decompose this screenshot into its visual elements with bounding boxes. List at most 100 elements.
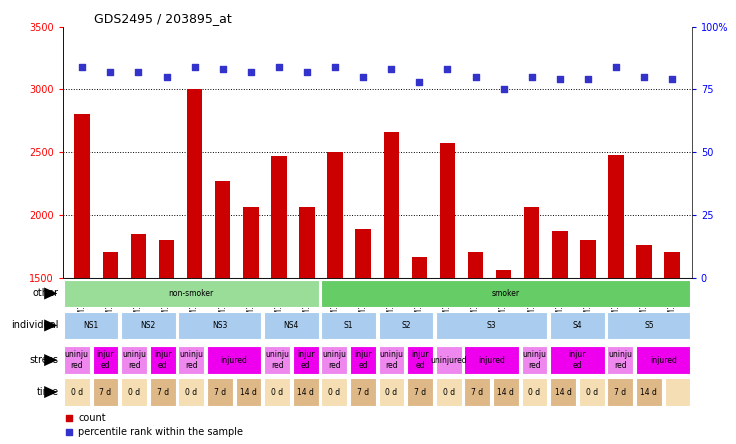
FancyBboxPatch shape — [551, 312, 604, 339]
FancyBboxPatch shape — [64, 378, 90, 406]
Text: uninju
red: uninju red — [65, 350, 89, 370]
Text: 7 d: 7 d — [615, 388, 626, 396]
FancyBboxPatch shape — [93, 378, 118, 406]
FancyBboxPatch shape — [436, 346, 461, 374]
FancyBboxPatch shape — [636, 346, 690, 374]
Point — [357, 73, 369, 80]
FancyBboxPatch shape — [178, 312, 261, 339]
Point — [638, 73, 650, 80]
Point — [666, 76, 678, 83]
Point — [610, 63, 622, 70]
FancyBboxPatch shape — [607, 346, 633, 374]
Text: 0 d: 0 d — [185, 388, 197, 396]
Text: stress: stress — [30, 355, 59, 365]
FancyBboxPatch shape — [578, 378, 604, 406]
Text: 14 d: 14 d — [555, 388, 572, 396]
Text: 14 d: 14 d — [240, 388, 257, 396]
Bar — [665, 253, 680, 278]
Polygon shape — [44, 319, 57, 332]
FancyBboxPatch shape — [522, 378, 548, 406]
Text: non-smoker: non-smoker — [169, 289, 214, 298]
Point — [329, 63, 341, 70]
Text: 14 d: 14 d — [640, 388, 657, 396]
Text: S5: S5 — [644, 321, 654, 330]
Text: NS4: NS4 — [283, 321, 299, 330]
FancyBboxPatch shape — [665, 378, 690, 406]
FancyBboxPatch shape — [350, 378, 376, 406]
FancyBboxPatch shape — [264, 312, 319, 339]
Point — [582, 76, 594, 83]
FancyBboxPatch shape — [64, 280, 319, 307]
FancyBboxPatch shape — [178, 346, 204, 374]
FancyBboxPatch shape — [436, 378, 461, 406]
Text: injured: injured — [650, 356, 676, 365]
FancyBboxPatch shape — [607, 378, 633, 406]
FancyBboxPatch shape — [407, 346, 433, 374]
Point — [554, 76, 566, 83]
Bar — [131, 234, 146, 278]
FancyBboxPatch shape — [322, 280, 690, 307]
Polygon shape — [44, 354, 57, 366]
Point — [160, 73, 172, 80]
FancyBboxPatch shape — [64, 312, 118, 339]
Text: 7 d: 7 d — [214, 388, 226, 396]
Text: count: count — [78, 413, 106, 423]
FancyBboxPatch shape — [322, 378, 347, 406]
Point — [386, 66, 397, 73]
Text: uninju
red: uninju red — [322, 350, 347, 370]
Text: NS1: NS1 — [84, 321, 99, 330]
FancyBboxPatch shape — [464, 378, 490, 406]
Text: 0 d: 0 d — [442, 388, 455, 396]
FancyBboxPatch shape — [407, 378, 433, 406]
Point — [63, 429, 75, 436]
FancyBboxPatch shape — [551, 346, 604, 374]
Bar — [608, 155, 623, 278]
Text: injur
ed: injur ed — [96, 350, 114, 370]
Text: 0 d: 0 d — [128, 388, 140, 396]
Bar — [102, 253, 118, 278]
Point — [526, 73, 537, 80]
FancyBboxPatch shape — [150, 346, 176, 374]
FancyBboxPatch shape — [150, 378, 176, 406]
Point — [470, 73, 481, 80]
Text: time: time — [37, 387, 59, 397]
Text: injur
ed: injur ed — [297, 350, 314, 370]
FancyBboxPatch shape — [293, 346, 319, 374]
Bar — [637, 245, 652, 278]
Text: NS3: NS3 — [212, 321, 227, 330]
FancyBboxPatch shape — [350, 346, 376, 374]
Text: uninju
red: uninju red — [122, 350, 146, 370]
Text: percentile rank within the sample: percentile rank within the sample — [78, 427, 244, 437]
Text: injur
ed: injur ed — [569, 350, 586, 370]
Point — [63, 414, 75, 421]
FancyBboxPatch shape — [522, 346, 548, 374]
Text: 0 d: 0 d — [328, 388, 340, 396]
Bar — [74, 115, 90, 278]
Bar — [159, 240, 174, 278]
Point — [301, 68, 313, 75]
Bar — [580, 240, 595, 278]
FancyBboxPatch shape — [493, 378, 519, 406]
Polygon shape — [44, 287, 57, 300]
Bar — [552, 231, 567, 278]
Polygon shape — [44, 386, 57, 398]
Point — [273, 63, 285, 70]
Text: injur
ed: injur ed — [411, 350, 429, 370]
FancyBboxPatch shape — [264, 346, 290, 374]
Text: 0 d: 0 d — [586, 388, 598, 396]
Text: uninju
red: uninju red — [609, 350, 632, 370]
Point — [188, 63, 200, 70]
FancyBboxPatch shape — [121, 378, 147, 406]
FancyBboxPatch shape — [207, 378, 233, 406]
Text: individual: individual — [11, 321, 59, 330]
Text: S2: S2 — [401, 321, 411, 330]
FancyBboxPatch shape — [322, 312, 376, 339]
FancyBboxPatch shape — [121, 312, 176, 339]
Text: smoker: smoker — [492, 289, 520, 298]
FancyBboxPatch shape — [236, 378, 261, 406]
Text: uninju
red: uninju red — [265, 350, 289, 370]
Point — [498, 86, 509, 93]
Bar — [496, 270, 512, 278]
FancyBboxPatch shape — [551, 378, 576, 406]
Text: 7 d: 7 d — [157, 388, 169, 396]
